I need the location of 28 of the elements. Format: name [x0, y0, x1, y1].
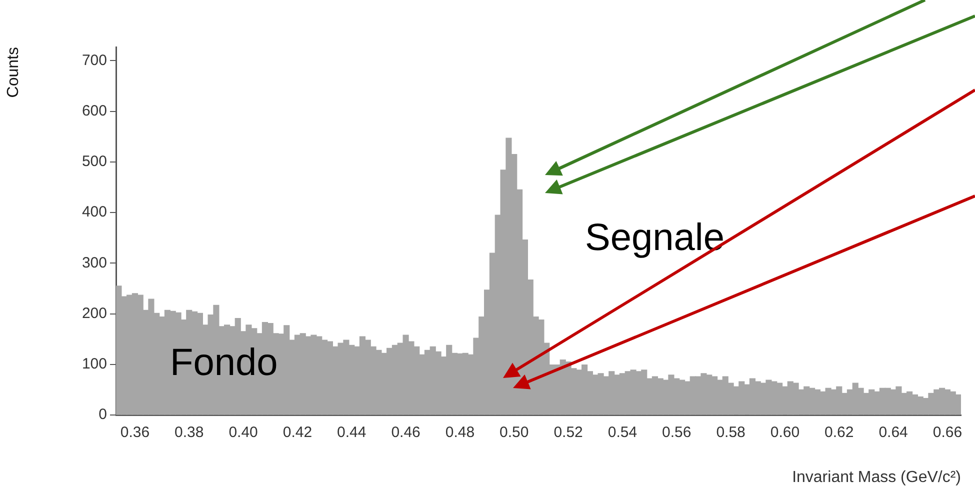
x-tick-label: 0.38 — [174, 424, 204, 442]
x-tick-label: 0.40 — [228, 424, 258, 442]
x-tick-label: 0.52 — [554, 424, 583, 442]
annotation: Fondo — [170, 342, 278, 384]
x-tick-label: 0.44 — [337, 424, 366, 442]
x-tick-label: 0.46 — [391, 424, 420, 442]
y-tick-label: 200 — [82, 304, 107, 322]
x-tick-label: 0.36 — [120, 424, 150, 442]
x-tick-label: 0.58 — [716, 424, 746, 442]
x-tick-label: 0.62 — [824, 424, 854, 442]
y-tick-label: 400 — [82, 204, 107, 221]
y-tick-label: 300 — [82, 254, 107, 272]
x-tick-label: 0.48 — [445, 424, 475, 442]
x-tick-label: 0.64 — [878, 424, 908, 442]
x-tick-label: 0.56 — [662, 424, 692, 442]
y-tick-label: 100 — [82, 356, 107, 373]
x-tick-label: 0.50 — [500, 424, 529, 442]
x-tick-label: 0.66 — [932, 424, 962, 442]
x-tick-label: 0.60 — [770, 424, 800, 442]
y-tick-label: 500 — [82, 153, 107, 170]
x-axis-title: Invariant Mass (GeV/c²) — [792, 468, 961, 486]
y-tick-label: 0 — [98, 406, 107, 424]
y-axis-title: Counts — [5, 47, 22, 98]
x-tick-label: 0.54 — [608, 424, 638, 442]
x-tick-label: 0.42 — [282, 424, 312, 442]
y-tick-label: 600 — [82, 102, 107, 120]
annotation: Segnale — [585, 217, 724, 259]
y-tick-label: 700 — [82, 52, 107, 69]
